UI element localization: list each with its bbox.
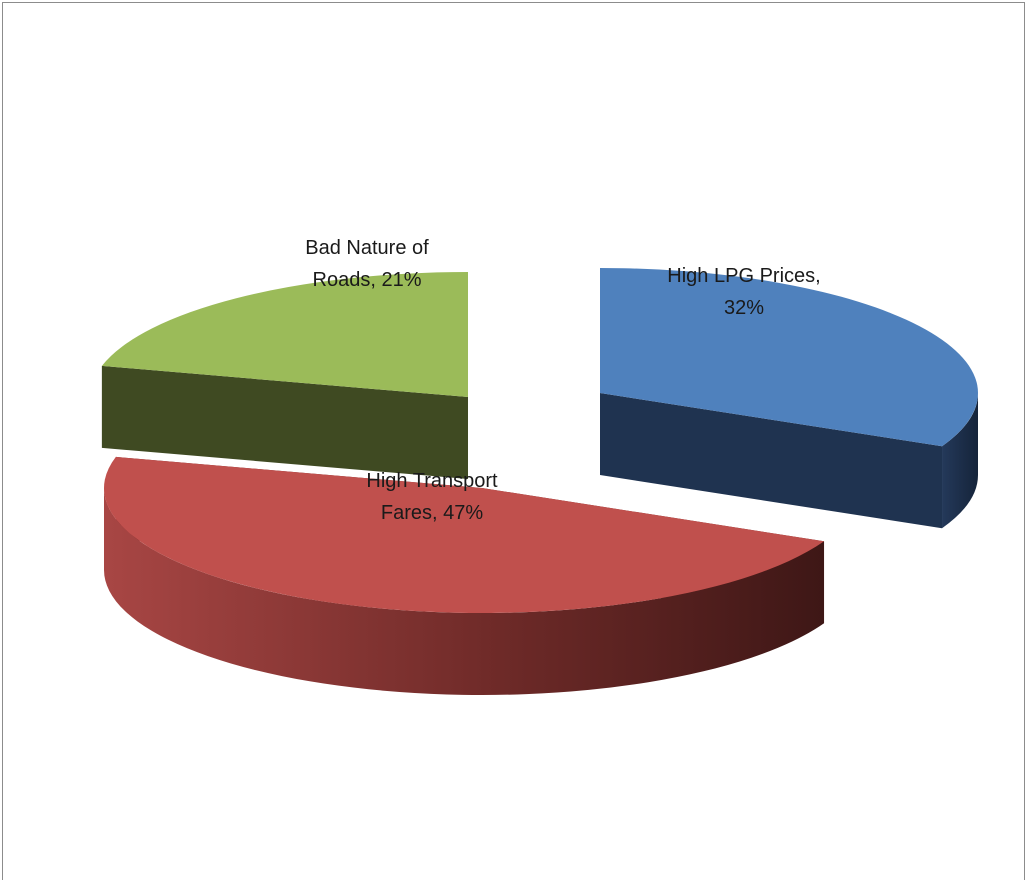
pie-slice-top [101,272,469,397]
data-label-line: High LPG Prices, [667,265,820,287]
pie-slice-side-wall [101,365,469,479]
data-label-high-lpg-prices: High LPG Prices, 32% [667,265,820,319]
data-label-high-transport-fares: High Transport Fares, 47% [366,470,498,524]
pie-slice-side-wall [600,393,943,529]
pie-slice-high-transport-fares [103,456,825,696]
data-label-line: Roads, 21% [313,269,422,291]
data-label-bad-nature-of-roads: Bad Nature of Roads, 21% [305,237,429,291]
pie-slice-top [103,456,825,614]
data-label-line: Bad Nature of [305,237,429,259]
pie-slice-bad-nature-of-roads [101,272,469,479]
pie-slice-outer-side [942,393,978,529]
data-label-line: High Transport [366,470,498,492]
pie-slice-outer-side [104,488,825,696]
pie-slice-top [600,268,978,447]
data-label-line: 32% [724,297,764,319]
pie-slice-high-lpg-prices [600,268,978,529]
data-label-line: Fares, 47% [381,502,483,524]
